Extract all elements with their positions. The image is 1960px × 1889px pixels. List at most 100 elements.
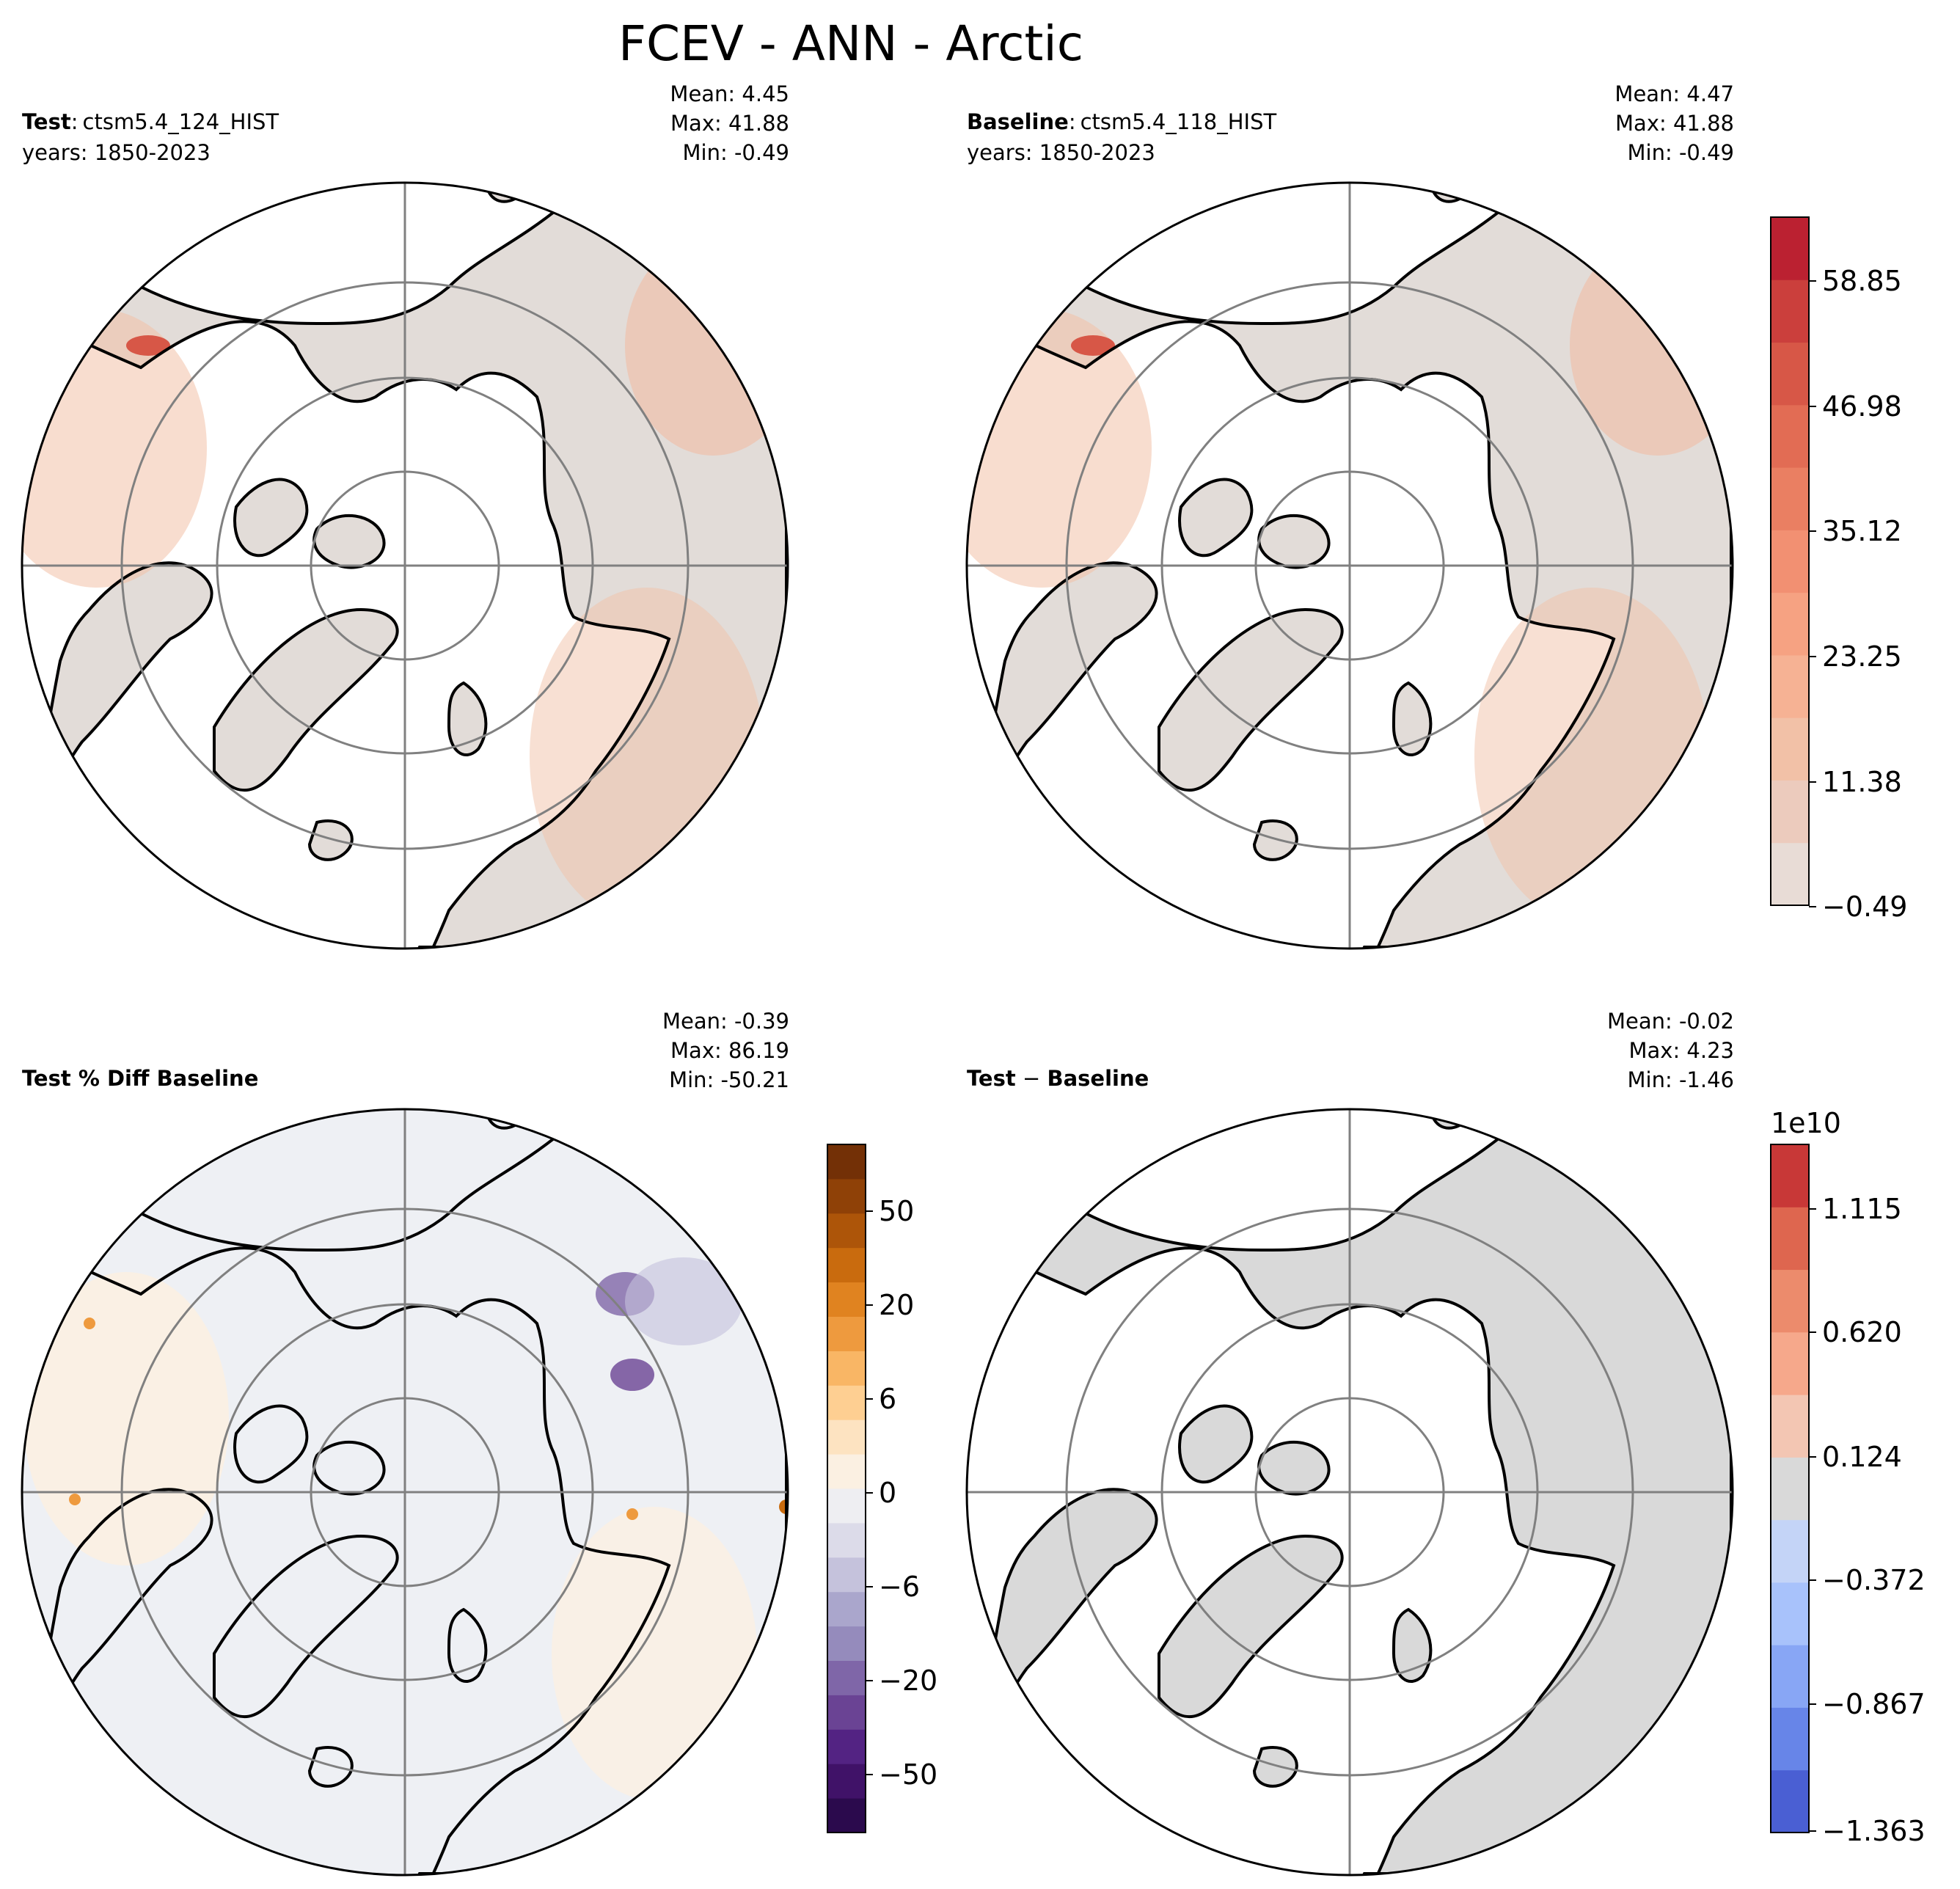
pctdiff-map [21,1108,789,1877]
baseline-label-bold: Baseline [967,109,1069,134]
colorbar-diff-exponent: 1e10 [1771,1107,1841,1139]
baseline-years: years: 1850-2023 [967,140,1155,165]
colorbar-pct-diff-ticks: 50 20 6 0 −6 −20 −50 [866,1195,937,1791]
abs-colorbar-tick-label: 11.38 [1822,766,1902,798]
pct-colorbar-swatch [827,1454,866,1489]
abs-colorbar-tick-label: 46.98 [1822,390,1902,423]
pctdiff-max: Max: 86.19 [670,1038,789,1063]
diff-colorbar-swatch [1771,1519,1809,1583]
pctdiff-map-boundary [21,1108,789,1877]
pctdiff-label: Test % Diff Baseline [22,1066,258,1091]
test-case-name: ctsm5.4_124_HIST [83,109,279,134]
abs-colorbar-swatch [1771,404,1809,468]
baseline-label: Baseline: ctsm5.4_118_HIST [967,109,1277,134]
pct-colorbar-tick-label: 20 [879,1289,914,1321]
pct-colorbar-swatch [827,1282,866,1317]
abs-colorbar-swatch [1771,654,1809,718]
baseline-min: Min: -0.49 [1628,140,1734,165]
diff-colorbar-swatch [1771,1207,1809,1271]
abs-colorbar-swatch [1771,467,1809,530]
colorbar-diff: 1e10 1.115 0.620 0.124 −0.372 −0.867 −1.363 [1770,1107,1926,1847]
pct-colorbar-swatch [827,1660,866,1695]
diff-colorbar-tick-label: 1.115 [1822,1193,1902,1225]
test-label: Test: ctsm5.4_124_HIST [22,109,279,134]
pct-colorbar-tick-label: 6 [879,1383,896,1415]
diff-label-bold2: Baseline [1047,1066,1149,1091]
pct-colorbar-swatch [827,1213,866,1249]
diff-map-boundary [965,1108,1734,1877]
pct-colorbar-swatch [827,1557,866,1593]
baseline-max: Max: 41.88 [1615,111,1734,136]
figure-title: FCEV - ANN - Arctic [618,15,1083,72]
panel-diff: Test − Baseline Mean: -0.02 Max: 4.23 Mi… [965,1009,1926,1877]
colorbar-absolute-swatches [1771,217,1809,906]
pct-colorbar-swatch [827,1316,866,1351]
baseline-mean: Mean: 4.47 [1615,81,1734,106]
diff-map [965,1108,1734,1877]
pct-colorbar-swatch [827,1729,866,1764]
diff-colorbar-swatch [1771,1582,1809,1645]
abs-colorbar-swatch [1771,530,1809,593]
test-years: years: 1850-2023 [22,140,211,165]
pctdiff-min: Min: -50.21 [669,1067,789,1092]
pct-colorbar-swatch [827,1144,866,1180]
panel-test: Test: ctsm5.4_124_HIST years: 1850-2023 M… [21,81,789,950]
pct-colorbar-tick-label: 50 [879,1195,914,1227]
abs-colorbar-swatch [1771,842,1809,906]
pct-colorbar-swatch [827,1522,866,1558]
abs-colorbar-tick-label: 58.85 [1822,265,1902,297]
colorbar-diff-ticks: 1.115 0.620 0.124 −0.372 −0.867 −1.363 [1809,1193,1926,1847]
diff-colorbar-swatch [1771,1707,1809,1771]
colorbar-absolute: 58.85 46.98 35.12 23.25 11.38 −0.49 [1770,216,1907,923]
baseline-case-name: ctsm5.4_118_HIST [1080,109,1277,134]
pct-colorbar-swatch [827,1695,866,1730]
pct-colorbar-swatch [827,1488,866,1524]
diff-label-sep: − [1016,1066,1047,1091]
diff-min: Min: -1.46 [1628,1067,1734,1092]
diff-max: Max: 4.23 [1628,1038,1734,1063]
pct-colorbar-swatch [827,1764,866,1799]
diff-colorbar-swatch [1771,1645,1809,1708]
pct-colorbar-swatch [827,1247,866,1283]
diff-label-bold: Test [967,1066,1016,1091]
diff-colorbar-swatch [1771,1457,1809,1521]
pctdiff-mean: Mean: -0.39 [662,1009,789,1034]
diff-colorbar-tick-label: −0.372 [1822,1564,1926,1596]
test-min: Min: -0.49 [683,140,789,165]
pct-colorbar-tick-label: −20 [879,1665,937,1697]
diff-colorbar-tick-label: −1.363 [1822,1815,1926,1847]
pct-colorbar-tick-label: 0 [879,1477,896,1509]
abs-colorbar-swatch [1771,279,1809,343]
pct-colorbar-swatch [827,1178,866,1214]
diff-colorbar-swatch [1771,1269,1809,1333]
panel-pct-diff: Test % Diff Baseline Mean: -0.39 Max: 86… [21,1009,937,1877]
diff-colorbar-tick-label: 0.620 [1822,1316,1902,1348]
test-mean: Mean: 4.45 [670,81,789,106]
diff-colorbar-swatch [1771,1395,1809,1458]
panel-baseline: Baseline: ctsm5.4_118_HIST years: 1850-20… [965,81,1907,950]
test-map [21,181,789,950]
colorbar-absolute-frame [1770,216,1810,906]
abs-colorbar-swatch [1771,342,1809,406]
test-label-bold: Test [22,109,71,134]
diff-colorbar-swatch [1771,1144,1809,1207]
diff-colorbar-tick-label: −0.867 [1822,1688,1926,1720]
baseline-label-sep: : [1069,109,1076,134]
baseline-map [965,181,1734,950]
pct-colorbar-tick-label: −6 [879,1571,920,1603]
baseline-map-boundary [965,181,1734,950]
pct-colorbar-swatch [827,1626,866,1661]
diff-colorbar-tick-label: 0.124 [1822,1441,1902,1473]
pct-colorbar-swatch [827,1591,866,1627]
abs-colorbar-swatch [1771,717,1809,781]
pct-colorbar-swatch [827,1351,866,1386]
diff-mean: Mean: -0.02 [1607,1009,1734,1034]
diff-colorbar-swatch [1771,1769,1809,1833]
colorbar-pct-diff: 50 20 6 0 −6 −20 −50 [827,1144,937,1833]
pct-colorbar-swatch [827,1420,866,1455]
test-map-boundary [21,181,789,950]
pct-colorbar-tick-label: −50 [879,1758,937,1791]
pct-colorbar-swatch [827,1798,866,1833]
abs-colorbar-swatch [1771,592,1809,656]
